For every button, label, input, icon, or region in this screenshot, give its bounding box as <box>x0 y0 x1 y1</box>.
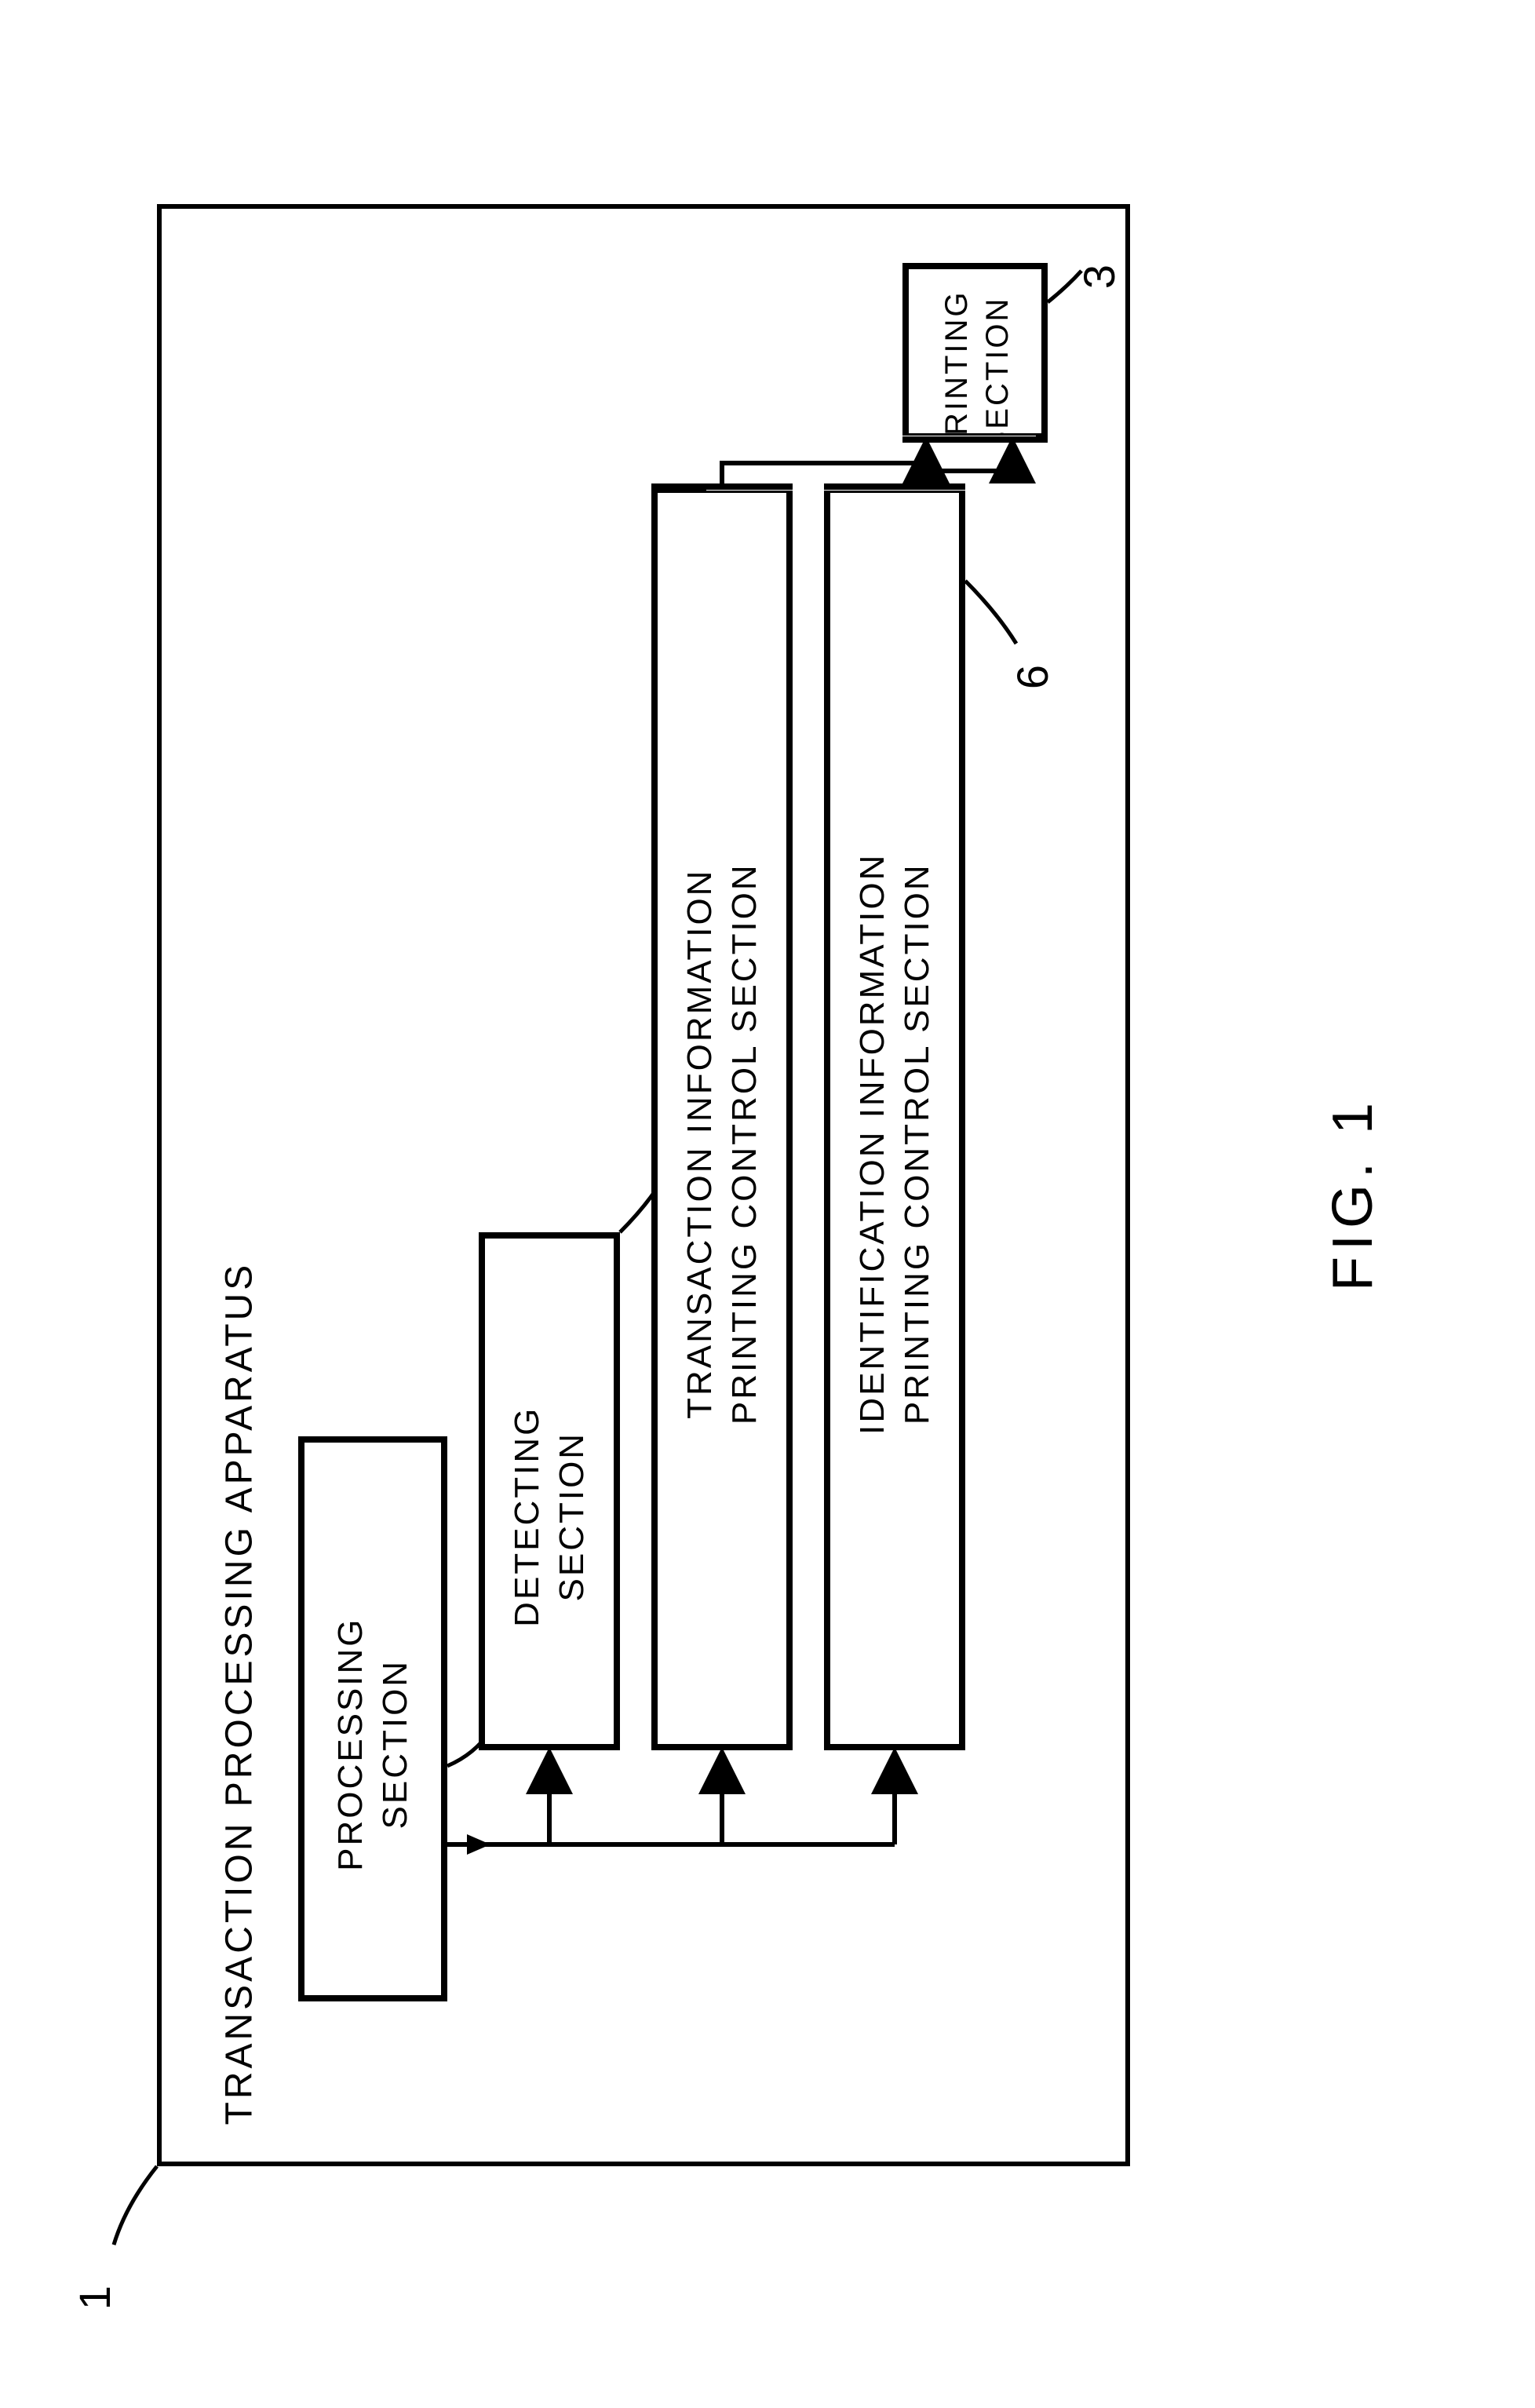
diagram-layer: FIG. 1 TRANSACTION PROCESSING APPARATUS … <box>0 0 1535 2408</box>
ident-to-printing <box>0 0 1535 2408</box>
